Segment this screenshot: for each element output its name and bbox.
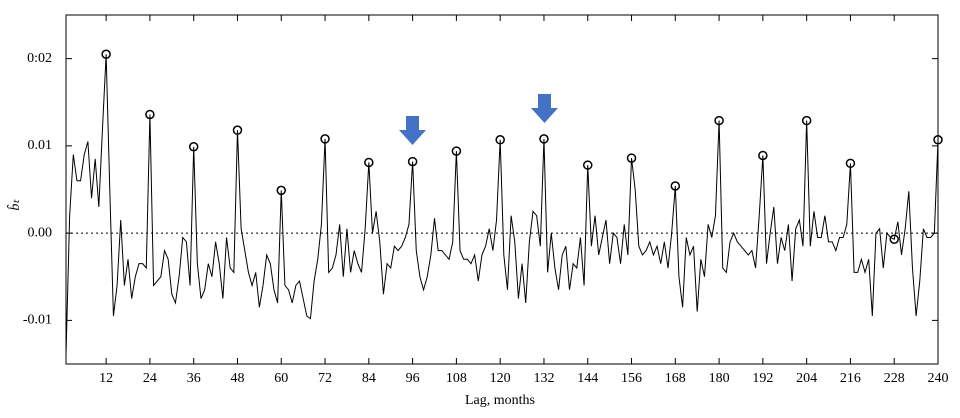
point-marker xyxy=(758,150,768,161)
point-marker xyxy=(145,109,155,120)
y-tick-label: -0.01 xyxy=(23,313,52,328)
x-tick-label: 84 xyxy=(362,371,376,386)
point-marker xyxy=(320,134,330,144)
point-marker xyxy=(889,234,899,244)
x-tick-label: 36 xyxy=(187,371,201,386)
x-tick-label: 228 xyxy=(884,371,905,386)
point-marker xyxy=(539,134,549,144)
point-marker xyxy=(276,185,287,196)
x-axis-label: Lag, months xyxy=(465,393,535,408)
point-marker xyxy=(451,146,462,156)
point-marker xyxy=(670,181,681,191)
y-axis-label: b̂ₜ xyxy=(6,199,23,211)
arrow xyxy=(531,94,558,123)
x-tick-label: 12 xyxy=(99,371,113,386)
y-tick-label: 0:02 xyxy=(27,51,52,66)
point-marker xyxy=(232,125,243,135)
series-line xyxy=(65,54,939,356)
x-tick-label: 204 xyxy=(796,371,817,386)
plot-frame xyxy=(65,14,939,365)
x-tick-label: 60 xyxy=(274,371,288,386)
x-tick-label: 156 xyxy=(621,371,642,386)
x-tick-label: 168 xyxy=(665,371,686,386)
x-tick-label: 48 xyxy=(230,371,244,386)
x-tick-label: 132 xyxy=(533,371,554,386)
x-tick-label: 144 xyxy=(577,371,598,386)
point-marker xyxy=(364,157,374,168)
point-marker xyxy=(188,141,199,152)
point-marker xyxy=(495,135,505,145)
x-tick-label: 180 xyxy=(709,371,730,386)
point-marker xyxy=(626,153,637,163)
x-tick-label: 216 xyxy=(840,371,861,386)
x-tick-label: 120 xyxy=(490,371,511,386)
x-tick-label: 108 xyxy=(446,371,467,386)
point-marker xyxy=(801,115,812,126)
x-tick-label: 96 xyxy=(406,371,420,386)
point-marker xyxy=(407,156,418,167)
point-marker xyxy=(582,160,593,170)
x-tick-label: 192 xyxy=(752,371,773,386)
point-marker xyxy=(714,115,724,126)
point-marker xyxy=(101,49,111,60)
y-tick-label: 0.01 xyxy=(28,138,53,153)
point-marker xyxy=(933,135,943,145)
point-marker xyxy=(845,158,856,169)
arrow xyxy=(399,116,426,145)
x-tick-label: 24 xyxy=(143,371,157,386)
x-tick-label: 72 xyxy=(318,371,332,386)
x-tick-label: 240 xyxy=(928,371,949,386)
y-tick-label: 0.00 xyxy=(28,225,53,240)
